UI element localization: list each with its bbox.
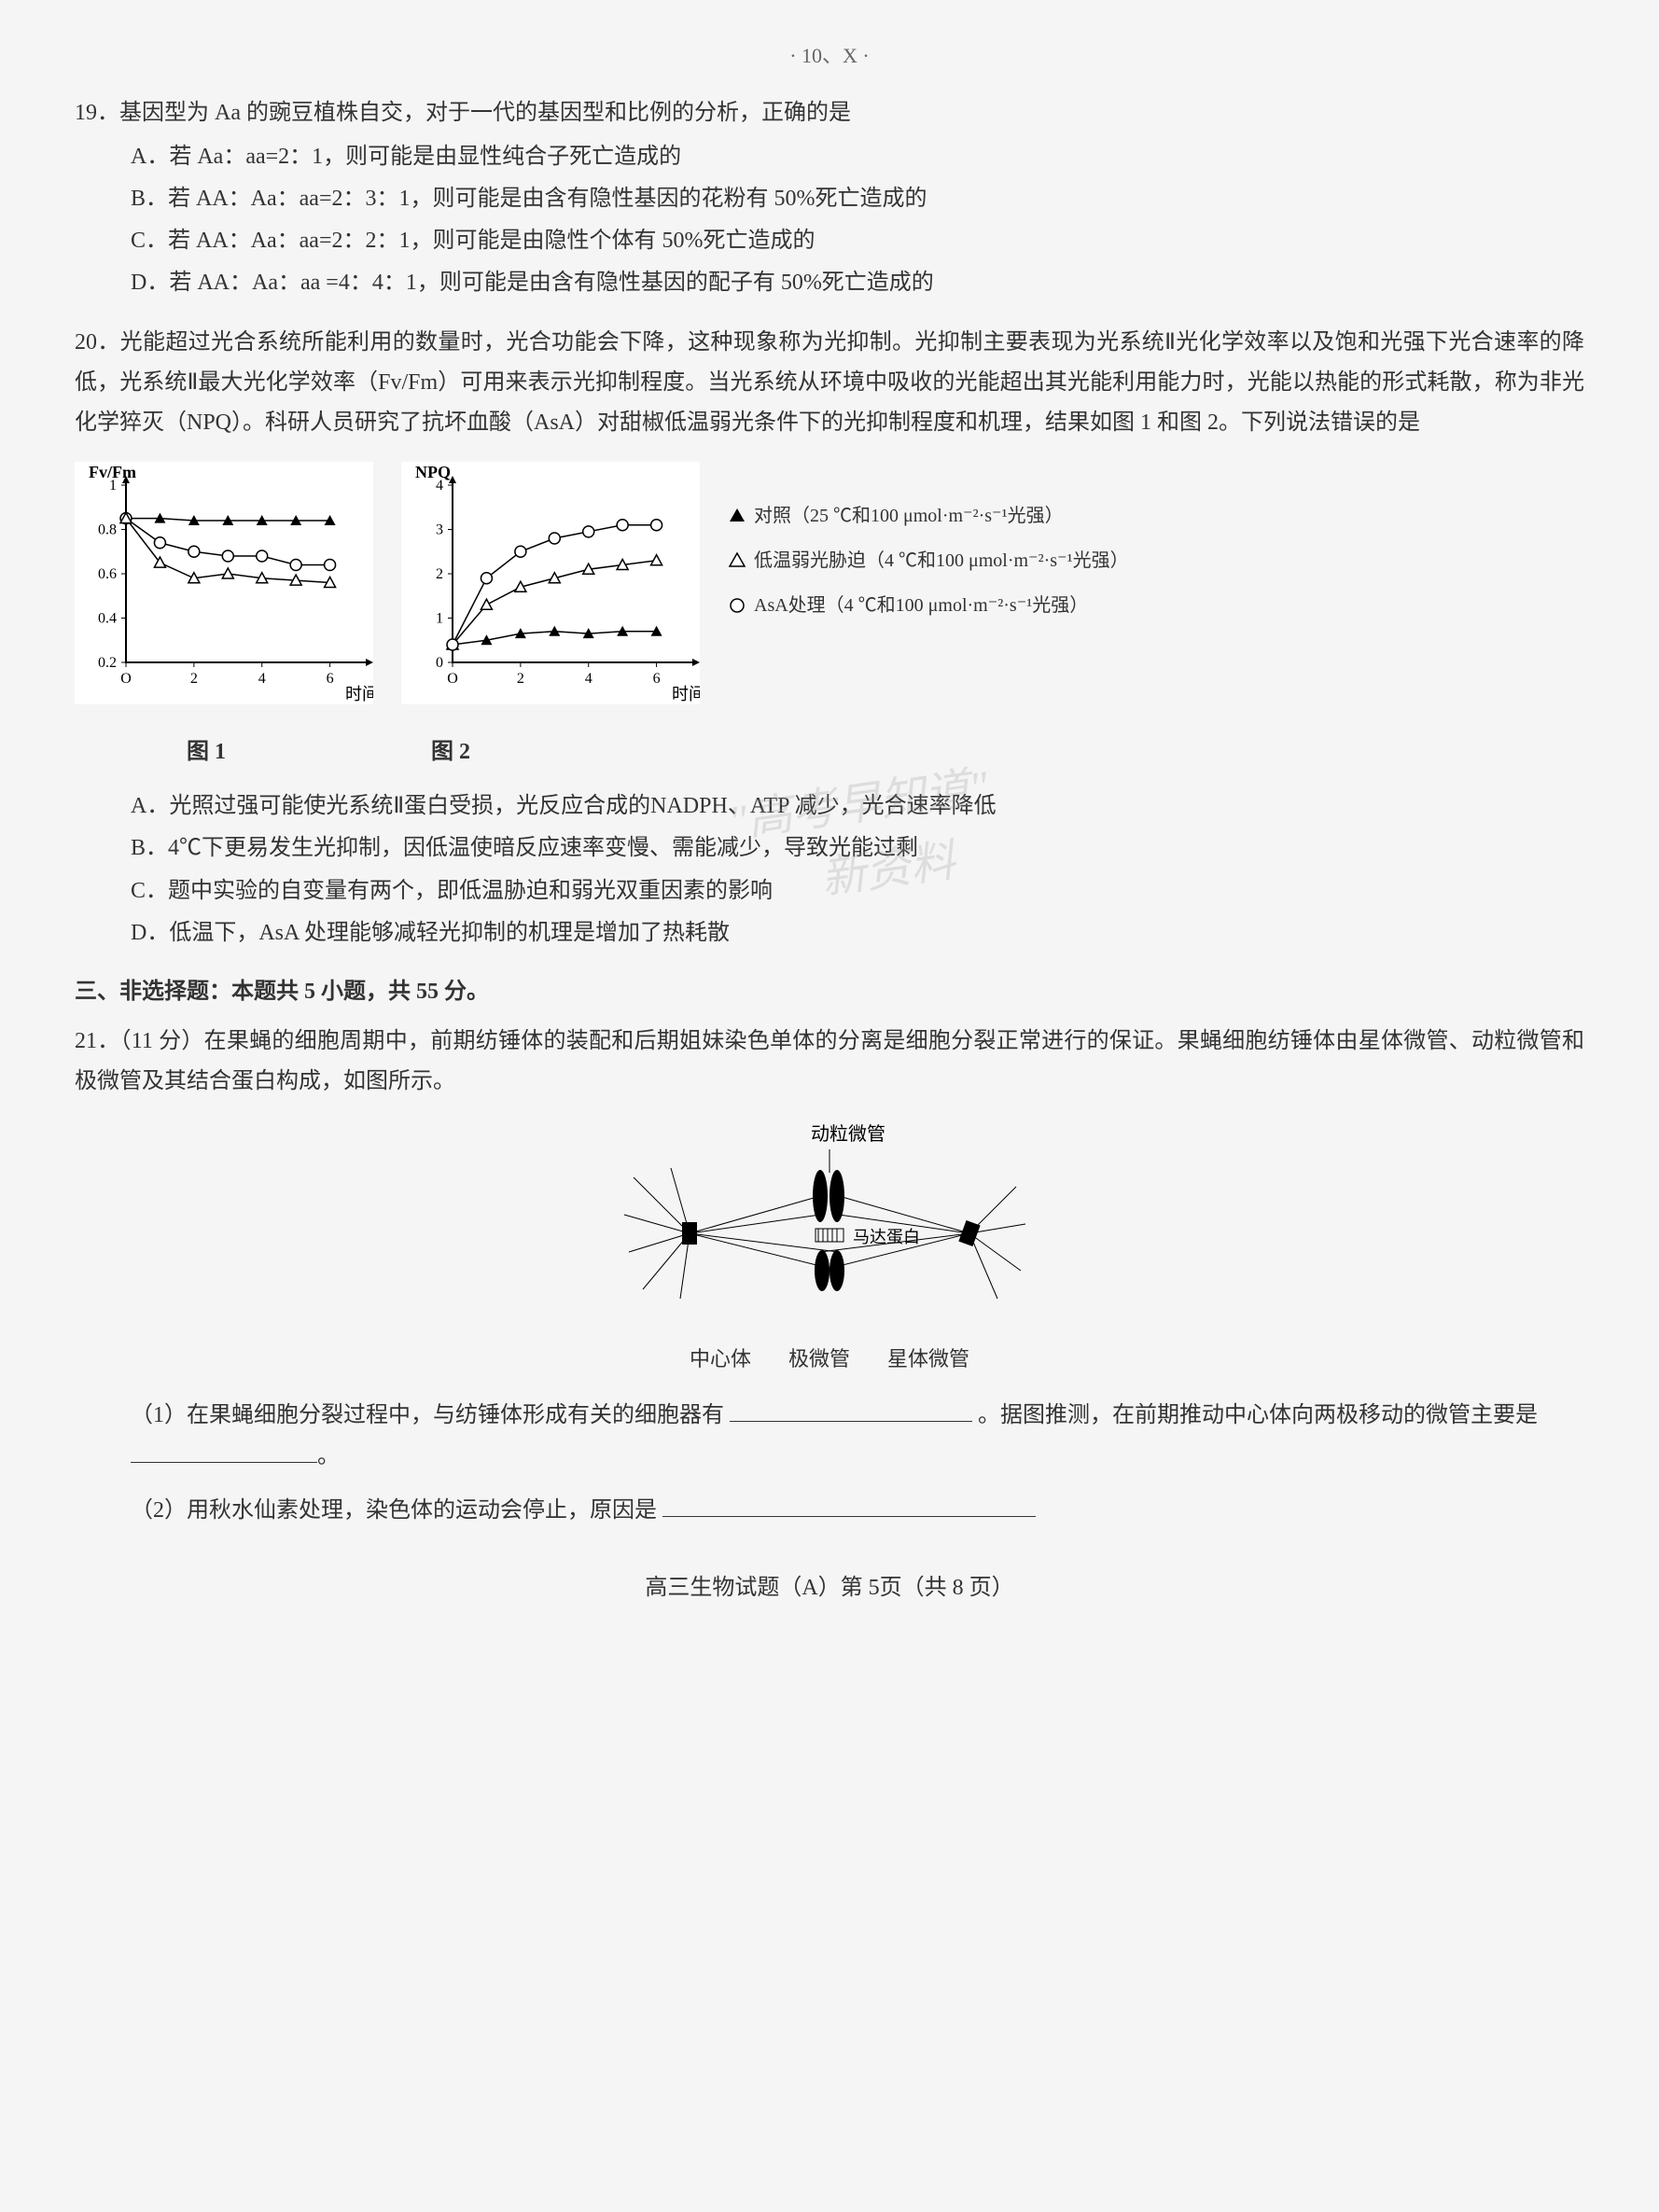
question-19: 19．基因型为 Aa 的豌豆植株自交，对于一代的基因型和比例的分析，正确的是 A…: [75, 93, 1584, 304]
svg-text:0.8: 0.8: [98, 522, 117, 538]
svg-text:4: 4: [585, 671, 592, 687]
svg-text:1: 1: [436, 611, 443, 627]
svg-text:0.2: 0.2: [98, 655, 117, 671]
question-21: 21．（11 分）在果蝇的细胞周期中，前期纺锤体的装配和后期姐妹染色单体的分离是…: [75, 1022, 1584, 1531]
q20-option-d: D．低温下，AsA 处理能够减轻光抑制的机理是增加了热耗散: [75, 913, 1584, 953]
svg-text:4: 4: [258, 671, 266, 687]
chart-2-box: NPQ 0 1 2 3 4 O 2 4 6 时间(h): [401, 462, 700, 704]
svg-text:2: 2: [190, 671, 198, 687]
svg-text:3: 3: [436, 522, 443, 538]
q19-option-b: B．若 AA：Aa：aa=2：3：1，则可能是由含有隐性基因的花粉有 50%死亡…: [75, 179, 1584, 219]
svg-text:6: 6: [327, 671, 334, 687]
legend-item: AsA处理（4 ℃和100 μmol·m⁻²·s⁻¹光强）: [728, 589, 1129, 622]
q19-option-a: A．若 Aa：aa=2：1，则可能是由显性纯合子死亡造成的: [75, 137, 1584, 177]
diagram-label-polar: 极微管: [788, 1341, 850, 1378]
svg-text:0: 0: [436, 655, 443, 671]
blank-1: [730, 1399, 972, 1422]
q21-sub-2-text: （2）用秋水仙素处理，染色体的运动会停止，原因是: [131, 1498, 657, 1523]
svg-text:O: O: [447, 671, 458, 687]
chart-1-svg: Fv/Fm0.20.40.60.81O246时间(h): [75, 462, 373, 704]
q19-option-c: C．若 AA：Aa：aa=2：2：1，则可能是由隐性个体有 50%死亡造成的: [75, 221, 1584, 261]
chart-1-label: 图 1: [187, 732, 226, 772]
charts-container: Fv/Fm0.20.40.60.81O246时间(h) NPQ01234O246…: [75, 462, 1584, 704]
section-3-title: 三、非选择题：本题共 5 小题，共 55 分。: [75, 972, 1584, 1012]
diagram-label-top: 动粒微管: [811, 1123, 885, 1145]
svg-text:1: 1: [109, 478, 117, 494]
header-mark: · 10、X ·: [75, 37, 1584, 75]
q21-sub-1: （1）在果蝇细胞分裂过程中，与纺锤体形成有关的细胞器有 。据图推测，在前期推动中…: [75, 1396, 1584, 1476]
spindle-diagram-svg: 动粒微管: [596, 1121, 1063, 1327]
legend-item: 低温弱光胁迫（4 ℃和100 μmol·m⁻²·s⁻¹光强）: [728, 544, 1129, 577]
q21-sub-1b-text: 。据图推测，在前期推动中心体向两极移动的微管主要是: [978, 1403, 1538, 1427]
chart-2-svg: NPQ 0 1 2 3 4 O 2 4 6 时间(h): [401, 462, 700, 704]
legend-item: 对照（25 ℃和100 μmol·m⁻²·s⁻¹光强）: [728, 499, 1129, 533]
diagram-label-motor: 马达蛋白: [853, 1228, 920, 1246]
svg-text:时间(h): 时间(h): [345, 685, 373, 704]
legend-text: 低温弱光胁迫（4 ℃和100 μmol·m⁻²·s⁻¹光强）: [754, 544, 1129, 577]
legend-text: 对照（25 ℃和100 μmol·m⁻²·s⁻¹光强）: [754, 499, 1064, 533]
q20-option-c: C．题中实验的自变量有两个，即低温胁迫和弱光双重因素的影响: [75, 871, 1584, 911]
spindle-diagram: 动粒微管: [75, 1121, 1584, 1378]
svg-text:NPQ: NPQ: [415, 463, 451, 481]
q21-stem: 21．（11 分）在果蝇的细胞周期中，前期纺锤体的装配和后期姐妹染色单体的分离是…: [75, 1022, 1584, 1102]
q20-option-b: B．4℃下更易发生光抑制，因低温使暗反应速率变慢、需能减少，导致光能过剩: [75, 828, 1584, 869]
svg-text:0.4: 0.4: [98, 611, 117, 627]
chart-legend: 对照（25 ℃和100 μmol·m⁻²·s⁻¹光强） 低温弱光胁迫（4 ℃和10…: [728, 499, 1129, 622]
chart-2-label: 图 2: [431, 732, 470, 772]
diagram-label-left: 中心体: [690, 1341, 751, 1378]
svg-text:2: 2: [436, 566, 443, 582]
q20-option-a: A．光照过强可能使光系统Ⅱ蛋白受损，光反应合成的NADPH、ATP 减少，光合速…: [75, 786, 1584, 827]
svg-text:6: 6: [653, 671, 661, 687]
chart-1-box: Fv/Fm0.20.40.60.81O246时间(h): [75, 462, 373, 704]
question-20: 20．光能超过光合系统所能利用的数量时，光合功能会下降，这种现象称为光抑制。光抑…: [75, 323, 1584, 954]
blank-3: [662, 1495, 1036, 1517]
diagram-label-right: 星体微管: [887, 1341, 969, 1378]
q19-option-d: D．若 AA：Aa：aa =4：4：1，则可能是由含有隐性基因的配子有 50%死…: [75, 263, 1584, 303]
q21-sub-2: （2）用秋水仙素处理，染色体的运动会停止，原因是: [75, 1491, 1584, 1531]
svg-text:2: 2: [517, 671, 524, 687]
blank-2: [131, 1440, 317, 1463]
legend-text: AsA处理（4 ℃和100 μmol·m⁻²·s⁻¹光强）: [754, 589, 1088, 622]
q20-stem: 20．光能超过光合系统所能利用的数量时，光合功能会下降，这种现象称为光抑制。光抑…: [75, 323, 1584, 444]
svg-text:时间(h): 时间(h): [672, 685, 700, 704]
svg-text:4: 4: [436, 478, 443, 494]
svg-text:0.6: 0.6: [98, 566, 117, 582]
q21-sub-1a-text: （1）在果蝇细胞分裂过程中，与纺锤体形成有关的细胞器有: [131, 1403, 724, 1427]
q19-stem: 19．基因型为 Aa 的豌豆植株自交，对于一代的基因型和比例的分析，正确的是: [75, 93, 1584, 133]
page-footer: 高三生物试题（A）第 5页（共 8 页）: [75, 1568, 1584, 1608]
svg-text:O: O: [120, 671, 132, 687]
